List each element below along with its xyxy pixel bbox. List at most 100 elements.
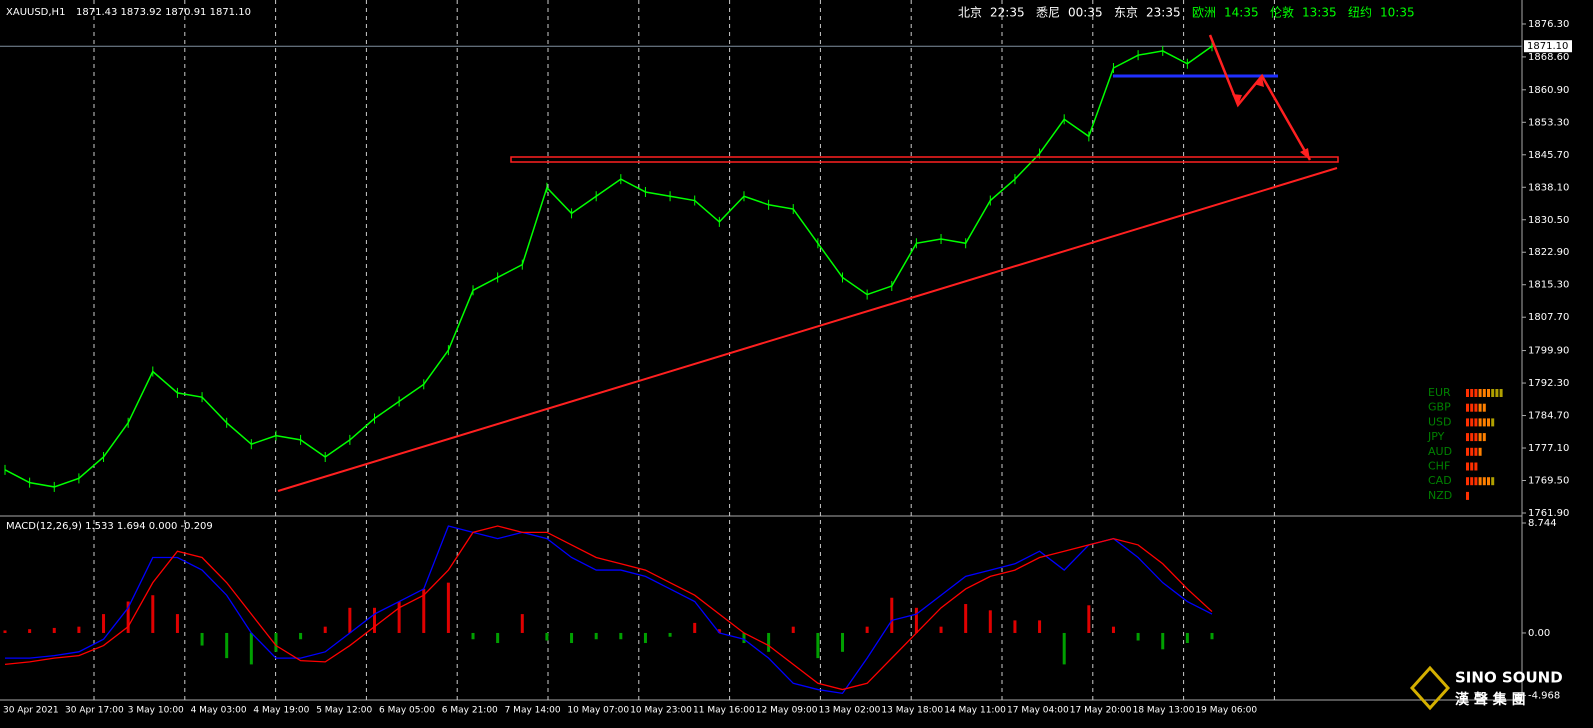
histogram-bar (939, 626, 943, 633)
strength-unit (1491, 477, 1495, 486)
histogram-bar (816, 632, 820, 659)
histogram-bar (1161, 632, 1165, 650)
strength-unit (1482, 418, 1486, 427)
histogram-bar (1087, 605, 1091, 633)
histogram-bar (126, 601, 130, 633)
strength-unit (1478, 447, 1482, 456)
y-tick-label: 1830.50 (1528, 215, 1569, 226)
strength-unit (1474, 462, 1478, 471)
y-tick-label: 1807.70 (1528, 312, 1569, 323)
histogram-bar (520, 614, 524, 633)
strength-unit (1466, 447, 1469, 456)
strength-unit (1478, 418, 1482, 427)
histogram-bar (52, 627, 56, 633)
histogram-bar (102, 614, 106, 633)
clock-time: 10:35 (1380, 6, 1415, 20)
histogram-bar (742, 632, 746, 644)
currency-label: CHF (1428, 460, 1450, 473)
strength-unit (1474, 418, 1478, 427)
histogram-bar (225, 632, 229, 659)
strength-bar (1466, 403, 1486, 412)
brand-chinese: 漢 聲 集 團 (1455, 691, 1526, 708)
histogram-bar (767, 632, 771, 652)
strength-bar (1466, 491, 1469, 500)
histogram-bar (471, 632, 475, 640)
x-tick-label: 5 May 12:00 (316, 706, 372, 716)
histogram-bar (274, 632, 278, 652)
histogram-bar (914, 607, 918, 633)
strength-unit (1470, 389, 1474, 397)
strength-unit (1495, 389, 1499, 397)
strength-unit (1491, 389, 1495, 397)
y-tick-label: -4.968 (1528, 690, 1560, 701)
currency-label: NZD (1428, 489, 1452, 502)
strength-unit (1470, 462, 1474, 471)
price-line (4, 45, 1213, 488)
forecast-arrows (1208, 34, 1312, 161)
strength-unit (1466, 389, 1469, 397)
histogram-bar (1185, 632, 1189, 644)
histogram-bar (446, 582, 450, 633)
histogram-bar (668, 632, 672, 637)
x-tick-label: 6 May 21:00 (442, 706, 498, 716)
y-tick-label: 1868.60 (1528, 52, 1569, 63)
histogram-bar (841, 632, 845, 652)
clock-city: 东京 (1114, 6, 1138, 20)
x-tick-label: 7 May 14:00 (505, 706, 561, 716)
x-tick-label: 19 May 06:00 (1195, 706, 1257, 716)
clock-city: 纽约 (1348, 5, 1372, 20)
histogram-bar (890, 597, 894, 633)
histogram-bar (1210, 632, 1214, 640)
y-tick-label: 0.00 (1528, 628, 1550, 639)
histogram-bar (570, 632, 574, 644)
macd-title: MACD(12,26,9) 1.533 1.694 0.000 -0.209 (6, 521, 213, 532)
strength-unit (1487, 477, 1490, 486)
y-tick-label: 1876.30 (1528, 19, 1569, 30)
histogram-bar (496, 632, 500, 644)
quote: 1871.43 1873.92 1870.91 1871.10 (76, 7, 251, 18)
strength-unit (1499, 389, 1503, 397)
clock-city: 悉尼 (1036, 6, 1060, 20)
histogram-bar (3, 630, 7, 633)
x-tick-label: 10 May 07:00 (567, 706, 629, 716)
clock-city: 伦敦 (1270, 5, 1294, 20)
x-tick-label: 6 May 05:00 (379, 706, 435, 716)
x-tick-label: 12 May 09:00 (756, 706, 818, 716)
clock-time: 14:35 (1224, 6, 1259, 20)
currency-label: AUD (1428, 445, 1452, 458)
strength-unit (1487, 389, 1490, 397)
strength-unit (1474, 403, 1478, 412)
strength-bar (1466, 447, 1482, 456)
histogram-bar (200, 632, 204, 646)
strength-unit (1474, 477, 1478, 486)
clock-time: 00:35 (1068, 6, 1103, 20)
strength-unit (1491, 418, 1495, 427)
x-tick-label: 13 May 02:00 (819, 706, 881, 716)
histogram-bar (717, 629, 721, 633)
strength-bar (1466, 433, 1486, 442)
strength-unit (1466, 418, 1469, 427)
y-tick-label: 1845.70 (1528, 150, 1569, 161)
histogram-bar (422, 588, 426, 633)
x-tick-label: 30 Apr 2021 (3, 706, 59, 716)
watermark: SINO SOUND 漢 聲 集 團 (1409, 665, 1563, 711)
strength-unit (1466, 403, 1469, 412)
logo (1409, 665, 1451, 711)
y-tick-label: 1777.10 (1528, 443, 1569, 454)
clock-time: 13:35 (1302, 6, 1337, 20)
resistance-box (510, 156, 1339, 163)
strength-unit (1478, 433, 1482, 442)
currency-label: GBP (1428, 401, 1451, 414)
strength-unit (1474, 433, 1478, 442)
strength-unit (1474, 447, 1478, 456)
arrow-head (1254, 76, 1264, 87)
currency-label: EUR (1428, 386, 1451, 399)
y-tick-label: 1860.90 (1528, 85, 1569, 96)
x-tick-label: 17 May 04:00 (1007, 706, 1069, 716)
current-price-box (1524, 40, 1572, 53)
clock-time: 23:35 (1146, 6, 1181, 20)
clock-city: 欧洲 (1192, 6, 1216, 20)
histogram-bar (988, 610, 992, 633)
strength-unit (1478, 403, 1482, 412)
